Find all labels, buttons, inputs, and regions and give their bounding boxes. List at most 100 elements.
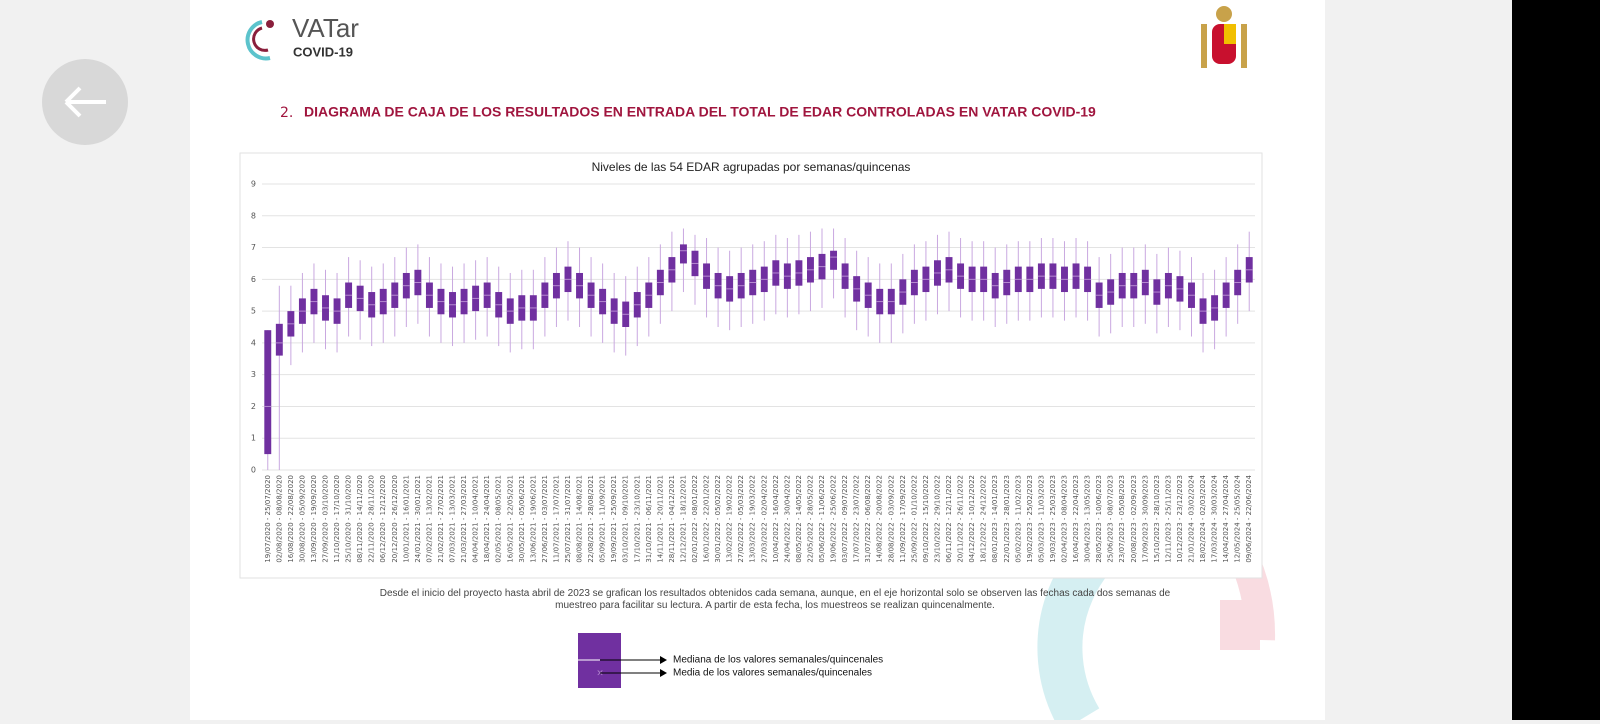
caption: Desde el inicio del proyecto hasta abril… (379, 588, 1171, 611)
caption-box: Desde el inicio del proyecto hasta abril… (379, 588, 1171, 611)
x-tick-label: 05/02/2023 - 11/02/2023 (1014, 475, 1022, 563)
x-tick-label: 12/05/2024 - 25/05/2024 (1234, 474, 1242, 562)
x-tick-label: 20/11/2022 - 26/11/2022 (957, 475, 965, 563)
y-tick-label: 4 (251, 338, 256, 347)
x-tick-label: 25/09/2022 - 01/10/2022 (910, 475, 918, 563)
x-tick-label: 04/04/2021 - 10/04/2021 (472, 475, 480, 563)
x-tick-label: 14/04/2024 - 27/04/2024 (1222, 474, 1230, 562)
section-number: 2. (280, 105, 293, 121)
chart-title: Niveles de las 54 EDAR agrupadas por sem… (592, 160, 911, 174)
x-tick-label: 30/08/2020 - 05/09/2020 (298, 475, 306, 563)
x-tick-label: 20/08/2023 - 02/09/2023 (1130, 475, 1138, 563)
x-tick-label: 19/07/2020 - 25/07/2020 (264, 475, 272, 563)
box (264, 330, 272, 455)
x-tick-label: 18/12/2022 - 24/12/2022 (980, 475, 988, 563)
y-tick-label: 9 (251, 180, 256, 189)
x-tick-label: 02/05/2021 - 08/05/2021 (495, 475, 503, 563)
x-tick-label: 22/05/2022 - 28/05/2022 (806, 475, 814, 563)
x-tick-label: 16/01/2022 - 22/01/2022 (703, 475, 711, 563)
y-tick-label: 0 (251, 466, 256, 475)
x-tick-label: 25/06/2023 - 08/07/2023 (1107, 475, 1115, 563)
x-tick-label: 13/09/2020 - 19/09/2020 (310, 475, 318, 563)
y-tick-label: 2 (251, 402, 256, 411)
y-tick-label: 5 (251, 307, 256, 316)
x-tick-label: 13/03/2022 - 19/03/2022 (749, 475, 757, 563)
y-tick-label: 6 (251, 275, 256, 284)
x-tick-label: 25/10/2020 - 31/10/2020 (345, 475, 353, 563)
y-tick-label: 3 (251, 370, 256, 379)
legend-mean-label: Media de los valores semanales/quincenal… (673, 668, 872, 679)
x-tick-label: 16/04/2023 - 22/04/2023 (1072, 475, 1080, 563)
x-tick-label: 09/06/2024 - 22/06/2024 (1245, 474, 1253, 562)
y-tick-label: 1 (251, 434, 256, 443)
x-tick-label: 22/01/2023 - 28/01/2023 (1003, 475, 1011, 563)
box (830, 250, 838, 270)
x-tick-label: 27/02/2022 - 05/03/2022 (737, 475, 745, 563)
x-tick-label: 28/11/2021 - 04/12/2021 (668, 475, 676, 563)
x-tick-label: 11/10/2020 - 17/10/2020 (333, 475, 341, 563)
x-tick-label: 08/11/2020 - 14/11/2020 (356, 475, 364, 563)
legend: × Mediana de los valores semanales/quinc… (578, 633, 883, 688)
x-tick-label: 08/05/2022 - 14/05/2022 (795, 475, 803, 563)
x-tick-label: 25/07/2021 - 31/07/2021 (564, 475, 572, 563)
x-tick-label: 14/11/2021 - 20/11/2021 (656, 475, 664, 563)
x-tick-label: 22/08/2021 - 28/08/2021 (587, 475, 595, 563)
x-tick-label: 19/06/2022 - 25/06/2022 (830, 475, 838, 563)
x-tick-label: 10/04/2022 - 16/04/2022 (772, 475, 780, 563)
x-tick-label: 16/08/2020 - 22/08/2020 (287, 475, 295, 563)
x-tick-label: 28/05/2023 - 10/06/2023 (1095, 475, 1103, 563)
x-tick-label: 27/09/2020 - 03/10/2020 (322, 475, 330, 563)
x-tick-label: 19/03/2023 - 25/03/2023 (1049, 475, 1057, 563)
chart-frame (239, 152, 1263, 579)
x-tick-label: 02/08/2020 - 08/08/2020 (275, 475, 283, 563)
x-tick-label: 02/04/2023 - 08/04/2023 (1060, 475, 1068, 563)
logo: VATar COVID-19 (245, 13, 359, 61)
x-tick-label: 28/08/2022 - 03/09/2022 (887, 475, 895, 563)
x-tick-label: 10/12/2023 - 23/12/2023 (1176, 475, 1184, 563)
back-button[interactable] (42, 59, 128, 145)
x-tick-label: 21/03/2021 - 27/03/2021 (460, 475, 468, 563)
x-tick-label: 30/05/2021 - 05/06/2021 (518, 475, 526, 563)
x-tick-label: 27/06/2021 - 03/07/2021 (541, 475, 549, 563)
logo-sub: COVID-19 (293, 44, 353, 59)
x-tick-label: 06/11/2022 - 12/11/2022 (945, 475, 953, 563)
x-tick-label: 04/12/2022 - 10/12/2022 (968, 475, 976, 563)
x-tick-label: 27/03/2022 - 02/04/2022 (760, 475, 768, 563)
x-tick-label: 05/03/2023 - 11/03/2023 (1037, 475, 1045, 563)
x-tick-label: 19/02/2023 - 25/02/2023 (1026, 475, 1034, 563)
x-tick-label: 03/10/2021 - 09/10/2021 (622, 475, 630, 563)
x-tick-label: 17/07/2022 - 23/07/2022 (853, 475, 861, 563)
side-bar (1512, 0, 1600, 720)
back-arrow[interactable] (64, 86, 106, 118)
x-tick-label: 07/02/2021 - 13/02/2021 (425, 475, 433, 563)
x-tick-label: 20/12/2020 - 26/12/2020 (391, 475, 399, 563)
x-tick-label: 12/11/2023 - 25/11/2023 (1164, 475, 1172, 563)
x-tick-label: 13/06/2021 - 19/06/2021 (529, 475, 537, 563)
x-tick-label: 31/07/2022 - 06/08/2022 (864, 475, 872, 563)
x-tick-label: 09/10/2022 - 15/10/2022 (922, 475, 930, 563)
x-tick-label: 30/04/2023 - 13/05/2023 (1084, 475, 1092, 563)
x-tick-label: 19/09/2021 - 25/09/2021 (610, 475, 618, 563)
x-tick-label: 12/12/2021 - 18/12/2021 (679, 475, 687, 563)
x-tick-label: 08/01/2023 - 14/01/2023 (991, 475, 999, 563)
x-tick-label: 05/06/2022 - 11/06/2022 (818, 475, 826, 563)
legend-median-label: Mediana de los valores semanales/quincen… (673, 655, 883, 666)
section-title: DIAGRAMA DE CAJA DE LOS RESULTADOS EN EN… (304, 104, 1096, 120)
x-tick-label: 11/09/2022 - 17/09/2022 (899, 475, 907, 563)
x-tick-label: 02/01/2022 - 08/01/2022 (691, 475, 699, 563)
x-tick-label: 16/05/2021 - 22/05/2021 (506, 475, 514, 563)
box (275, 323, 283, 356)
x-tick-label: 30/01/2022 - 05/02/2022 (714, 475, 722, 563)
y-tick-label: 8 (251, 211, 256, 220)
logo-text: VATar (292, 13, 359, 43)
x-tick-label: 17/03/2024 - 30/03/2024 (1211, 474, 1219, 562)
x-tick-label: 17/09/2023 - 30/09/2023 (1141, 475, 1149, 563)
x-tick-label: 23/07/2023 - 05/08/2023 (1118, 475, 1126, 563)
x-tick-label: 14/08/2022 - 20/08/2022 (876, 475, 884, 563)
x-tick-label: 24/01/2021 - 30/01/2021 (414, 475, 422, 563)
x-tick-label: 15/10/2023 - 28/10/2023 (1153, 475, 1161, 563)
x-tick-label: 18/04/2021 - 24/04/2021 (483, 475, 491, 563)
x-tick-label: 24/04/2022 - 30/04/2022 (783, 475, 791, 563)
x-tick-label: 18/02/2024 - 02/03/2024 (1199, 474, 1207, 562)
